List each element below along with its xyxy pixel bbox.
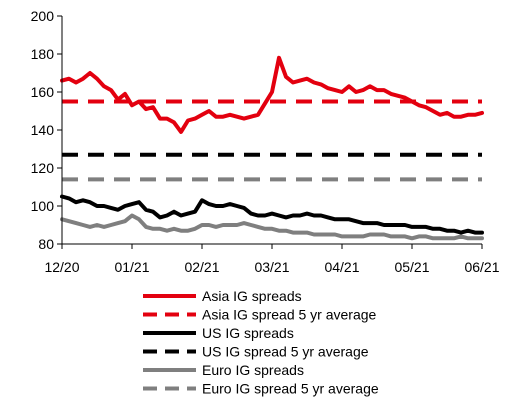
- legend-label-1: Asia IG spread 5 yr average: [202, 307, 377, 323]
- legend-label-3: US IG spread 5 yr average: [202, 344, 369, 360]
- x-tick-label: 05/21: [394, 259, 429, 275]
- y-tick-label: 160: [31, 84, 55, 100]
- x-tick-label: 12/20: [44, 259, 79, 275]
- legend-label-2: US IG spreads: [202, 325, 294, 341]
- y-tick-label: 180: [31, 46, 55, 62]
- x-tick-label: 04/21: [324, 259, 359, 275]
- plot-area: 80 100 120 140 160 180 200 12/20 01/21 02/21 03/2…: [31, 8, 500, 275]
- legend-label-0: Asia IG spreads: [202, 288, 302, 304]
- y-tick-label: 100: [31, 198, 55, 214]
- y-tick-label: 80: [38, 236, 54, 252]
- legend-label-5: Euro IG spread 5 yr average: [202, 381, 379, 397]
- series-line-0: [60, 55, 484, 134]
- x-axis-ticks: 12/20 01/21 02/21 03/21 04/21 05/21 06/21: [44, 244, 500, 275]
- y-tick-label: 120: [31, 160, 55, 176]
- y-axis-ticks: 80 100 120 140 160 180 200: [31, 8, 62, 252]
- y-tick-label: 200: [31, 8, 55, 24]
- series-line-2: [60, 194, 484, 235]
- series-layer: [60, 55, 484, 241]
- x-tick-label: 01/21: [114, 259, 149, 275]
- series-line-4: [60, 213, 484, 241]
- x-tick-label: 03/21: [254, 259, 289, 275]
- legend: Asia IG spreads Asia IG spread 5 yr avera…: [143, 288, 379, 397]
- x-tick-label: 02/21: [184, 259, 219, 275]
- y-tick-label: 140: [31, 122, 55, 138]
- x-tick-label: 06/21: [464, 259, 499, 275]
- legend-label-4: Euro IG spreads: [202, 362, 304, 378]
